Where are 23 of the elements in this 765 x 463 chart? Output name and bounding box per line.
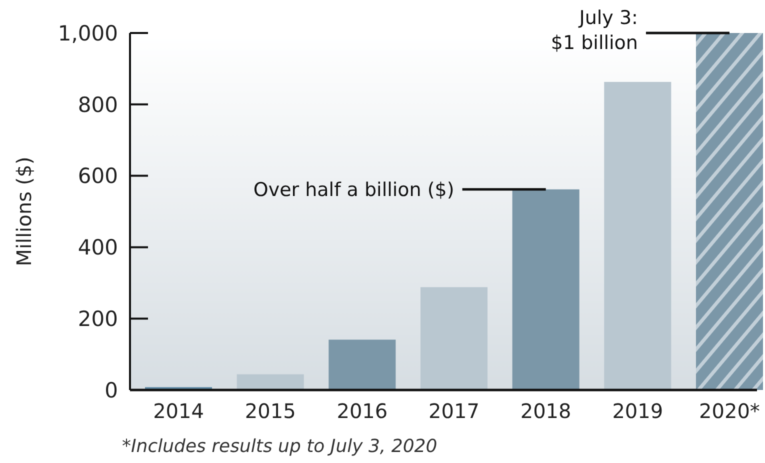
annotation: Over half a billion ($): [253, 179, 454, 202]
bar: [512, 189, 580, 390]
bar: [328, 340, 396, 390]
bar: [236, 374, 304, 390]
x-tick-label: 2019: [612, 399, 664, 423]
y-tick-label: 200: [78, 306, 118, 331]
x-tick-label: 2015: [244, 399, 296, 423]
bar: [604, 82, 672, 390]
y-tick-label: 0: [104, 378, 118, 402]
x-tick-label: 2016: [336, 399, 388, 423]
y-tick-label: 800: [78, 92, 118, 117]
x-tick-label: 2017: [428, 399, 480, 423]
x-tick-label: 2018: [520, 399, 572, 423]
y-tick-label: 400: [78, 236, 118, 260]
text: *Includes results up to July 3, 2020: [122, 436, 438, 457]
y-axis-title: Millions ($): [12, 156, 36, 266]
x-tick-label: 2014: [153, 399, 204, 423]
annotation: July 3: $1 billion: [550, 7, 638, 54]
bar: [420, 287, 488, 390]
y-tick-label: 1,000: [58, 21, 118, 46]
x-tick-label: 2020*: [699, 399, 760, 423]
y-tick-label: 600: [78, 164, 118, 188]
bar: [696, 33, 763, 390]
